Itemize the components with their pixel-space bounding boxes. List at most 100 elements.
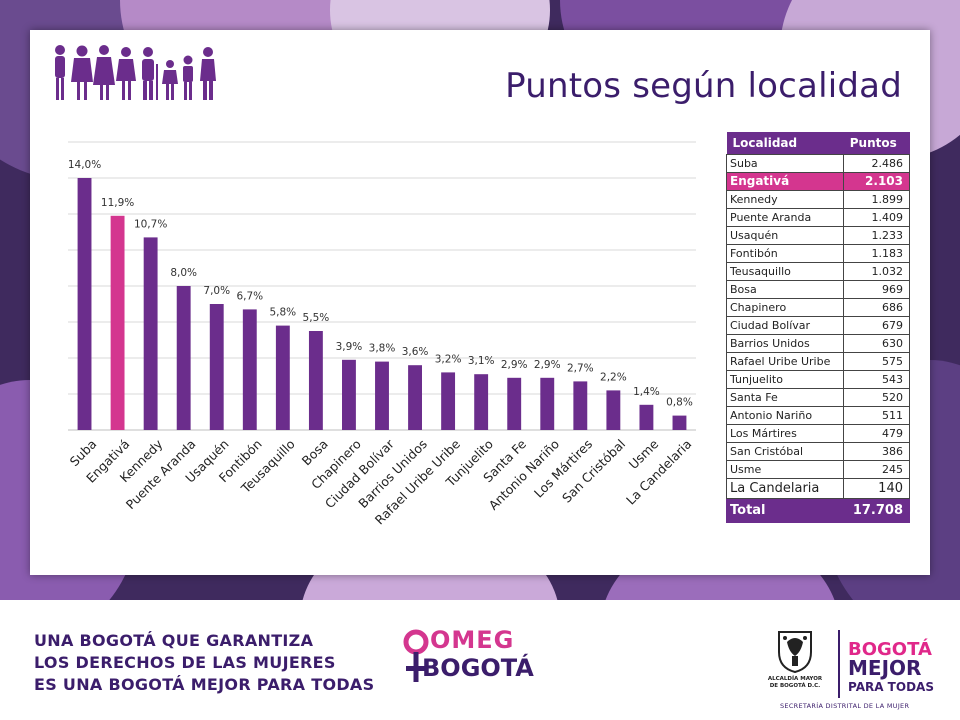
table-cell-puntos: 1.032 [843, 261, 910, 281]
data-label: 3,6% [402, 346, 429, 358]
page-title: Puntos según localidad [505, 66, 902, 106]
table-row: Chapinero 686 [725, 297, 910, 317]
table-row: Fontibón 1.183 [725, 243, 910, 263]
table-cell-localidad: Bosa [725, 279, 845, 299]
bar [573, 381, 588, 430]
table-total-row: Total 17.708 [725, 497, 910, 523]
table-row: Tunjuelito 543 [725, 369, 910, 389]
table-cell-localidad: Usme [725, 459, 845, 479]
table-cell-localidad: Teusaquillo [725, 261, 845, 281]
table-cell-localidad: Kennedy [725, 189, 845, 209]
data-label: 2,9% [534, 359, 561, 371]
table-cell-localidad: Santa Fe [725, 387, 845, 407]
slogan-line: LOS DERECHOS DE LAS MUJERES [34, 653, 336, 672]
bar-chart: 14,0% 11,9%10,7% 8,0% 7,0% 6,7% 5,8% 5,5% 3,9% 3… [67, 141, 696, 528]
data-label: 2,2% [600, 371, 627, 383]
bar [176, 286, 191, 430]
table-cell-puntos: 630 [843, 333, 910, 353]
data-label: 3,1% [468, 355, 495, 367]
table-cell-localidad: Engativá [725, 171, 845, 191]
table-cell-localidad: Usaquén [725, 225, 845, 245]
table-cell-localidad: Los Mártires [725, 423, 845, 443]
table-cell-puntos: 140 [843, 477, 910, 499]
table-cell-puntos: 520 [843, 387, 910, 407]
table-row: Usme 245 [725, 459, 910, 479]
table-row: Engativá 2.103 [725, 171, 910, 191]
table-row: Teusaquillo 1.032 [725, 261, 910, 281]
footer-divider [838, 630, 840, 698]
bar [639, 404, 654, 430]
female-symbol-icon [403, 629, 429, 682]
table-row: Usaquén 1.233 [725, 225, 910, 245]
data-label: 6,7% [236, 290, 263, 302]
alcaldia-text-line: ALCALDÍA MAYOR [767, 676, 823, 682]
table-row: San Cristóbal 386 [725, 441, 910, 461]
table-cell-puntos: 245 [843, 459, 910, 479]
bar [474, 374, 489, 430]
bar [77, 178, 92, 430]
table-cell-puntos: 686 [843, 297, 910, 317]
bar [375, 361, 389, 430]
omeg-logo: OMEG BOGOTÁ [400, 622, 534, 692]
data-label: 10,7% [134, 218, 167, 230]
bar [441, 372, 456, 430]
table-cell-localidad: Ciudad Bolívar [725, 315, 845, 335]
bar [507, 377, 522, 430]
table-row: Barrios Unidos 630 [725, 333, 910, 353]
table-cell-localidad: Rafael Uribe Uribe [725, 351, 845, 371]
alcaldia-text-line: DE BOGOTÁ D.C. [769, 683, 821, 689]
bogota-mejor-line-2: MEJOR [848, 656, 922, 680]
table-cell-localidad: Tunjuelito [725, 369, 845, 389]
chart-bars [77, 178, 687, 430]
data-label: 11,9% [101, 197, 134, 209]
data-label: 2,7% [567, 362, 594, 374]
table-row: Antonio Nariño 511 [725, 405, 910, 425]
data-label: 1,4% [633, 386, 660, 398]
bogota-mejor-logo: BOGOTÁ MEJOR PARA TODAS [848, 640, 948, 697]
bogota-mejor-line-1: BOGOTÁ [848, 639, 932, 660]
table-body: Suba 2.486 Engativá 2.103 Kennedy 1.899 Puente… [725, 153, 910, 523]
table-row: Suba 2.486 [725, 153, 910, 173]
data-label: 3,2% [435, 353, 462, 365]
secretaria-label: SECRETARÍA DISTRITAL DE LA MUJER [780, 702, 910, 710]
data-label: 3,9% [336, 341, 363, 353]
table-row: Kennedy 1.899 [725, 189, 910, 209]
bogota-mejor-line-3: PARA TODAS [848, 680, 934, 694]
table-row: Ciudad Bolívar 679 [725, 315, 910, 335]
data-label: 5,8% [269, 307, 296, 319]
coat-of-arms-icon [778, 631, 812, 674]
slide-panel: Puntos según localidad 14,0% 11,9% 10,7% 8,… [30, 30, 930, 575]
bar [110, 215, 125, 430]
table-header-row: Localidad Puntos [726, 132, 910, 154]
omeg-logo-bottom-text: BOGOTÁ [422, 654, 534, 682]
table-cell-puntos: 2.486 [843, 153, 910, 173]
table-row: Santa Fe 520 [725, 387, 910, 407]
table-header-localidad: Localidad [726, 132, 844, 154]
table-cell-localidad: Puente Aranda [725, 207, 845, 227]
footer: UNA BOGOTÁ QUE GARANTIZA LOS DERECHOS DE… [0, 600, 960, 720]
table-cell-localidad: Suba [725, 153, 845, 173]
table-cell-puntos: 1.183 [843, 243, 910, 263]
table-row: Bosa 969 [725, 279, 910, 299]
people-icon [55, 45, 216, 100]
table-total-label: Total [725, 497, 845, 523]
data-label: 8,0% [170, 267, 197, 279]
data-label: 3,8% [369, 343, 396, 355]
table-total-value: 17.708 [843, 497, 910, 523]
table-cell-localidad: La Candelaria [725, 477, 845, 499]
table-cell-puntos: 575 [843, 351, 910, 371]
table-cell-puntos: 543 [843, 369, 910, 389]
alcaldia-logo: ALCALDÍA MAYOR DE BOGOTÁ D.C. [760, 628, 830, 708]
bar [209, 304, 224, 430]
data-label: 7,0% [203, 285, 230, 297]
bar [672, 415, 687, 430]
table-cell-localidad: Barrios Unidos [725, 333, 845, 353]
data-label: 5,5% [303, 312, 330, 324]
table-cell-puntos: 1.409 [843, 207, 910, 227]
chart-value-labels: 14,0% 11,9%10,7% 8,0% 7,0% 6,7% 5,8% 5,5% 3,9% 3… [68, 159, 693, 409]
bar [242, 309, 257, 430]
table-row: La Candelaria 140 [725, 477, 910, 499]
table-row: Los Mártires 479 [725, 423, 910, 443]
bar [408, 365, 422, 430]
table-cell-puntos: 1.233 [843, 225, 910, 245]
